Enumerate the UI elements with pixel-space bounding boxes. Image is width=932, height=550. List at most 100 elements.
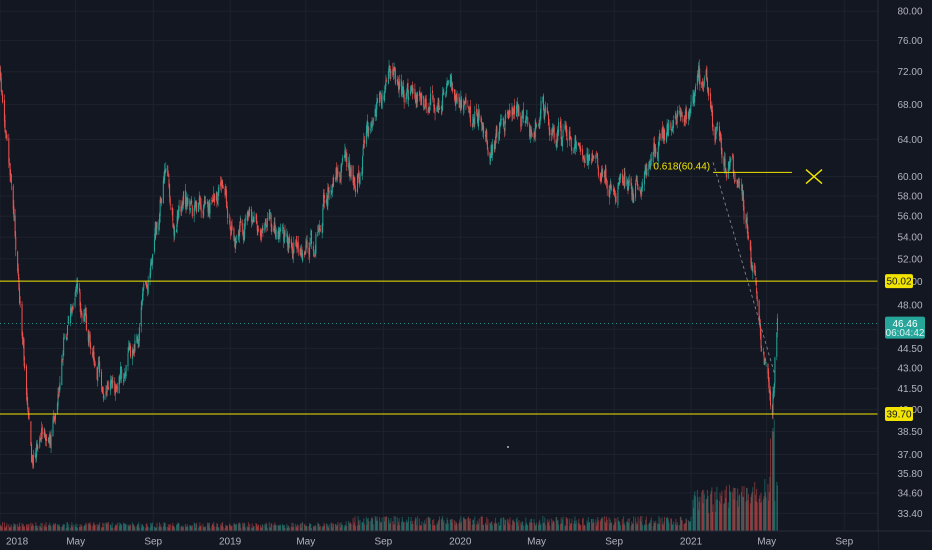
volume-bar	[548, 521, 550, 531]
candle-body	[633, 196, 635, 203]
volume-bar	[45, 522, 47, 531]
volume-bar	[314, 524, 316, 531]
volume-bar	[14, 525, 16, 531]
candle-body	[645, 166, 647, 172]
candle-body	[677, 110, 679, 115]
volume-bar	[83, 526, 85, 531]
volume-bar	[511, 524, 513, 531]
volume-bar	[498, 522, 500, 531]
volume-bar	[761, 501, 763, 531]
price-tick-label: 56.00	[897, 212, 922, 223]
volume-bar	[432, 525, 434, 531]
candle-body	[737, 185, 739, 187]
volume-bar	[59, 526, 61, 531]
volume-bar	[681, 520, 683, 531]
volume-bar	[366, 525, 368, 531]
candle-body	[401, 80, 403, 96]
volume-bar	[639, 519, 641, 531]
volume-bar	[729, 492, 731, 531]
volume-bar	[106, 523, 108, 531]
volume-bar	[679, 517, 681, 531]
candle-body	[105, 391, 107, 396]
volume-bar	[149, 527, 151, 531]
volume-bar	[513, 522, 515, 531]
volume-bar	[465, 519, 467, 531]
volume-bar	[94, 524, 96, 531]
volume-bar	[476, 524, 478, 531]
volume-bar	[467, 516, 469, 531]
candle-body	[256, 215, 258, 224]
candle-body	[703, 77, 705, 85]
volume-bar	[751, 494, 753, 531]
candle-body	[538, 125, 540, 127]
candle-body	[169, 184, 171, 198]
time-tick-label: 2018	[6, 537, 29, 548]
volume-bar	[507, 518, 509, 531]
fib-trend-line[interactable]	[712, 162, 776, 375]
volume-bar	[428, 516, 430, 531]
volume-bar	[266, 523, 268, 531]
candle-body	[529, 124, 531, 137]
x-marker-icon[interactable]	[805, 169, 823, 185]
volume-bar	[204, 527, 206, 531]
candle-body	[209, 202, 211, 214]
volume-bar	[265, 522, 267, 531]
candle-body	[28, 413, 30, 420]
time-axis[interactable]	[0, 531, 878, 550]
candle-body	[443, 92, 445, 95]
candle-body	[517, 102, 519, 113]
volume-bar	[229, 524, 231, 531]
volume-bar	[146, 523, 148, 531]
candle-body	[742, 191, 744, 208]
candle-body	[416, 92, 418, 103]
volume-bar	[683, 523, 685, 531]
volume-bar	[703, 494, 705, 531]
candle-body	[732, 155, 734, 173]
candle-body	[420, 98, 422, 102]
volume-bar	[734, 487, 736, 531]
candle-body	[692, 96, 694, 103]
candle-body	[654, 147, 656, 154]
time-tick-label: Sep	[144, 537, 162, 548]
volume-bar	[547, 523, 549, 531]
volume-bar	[81, 525, 83, 531]
candle-body	[375, 111, 377, 116]
volume-bar	[375, 520, 377, 531]
volume-bar	[346, 525, 348, 531]
volume-bar	[327, 527, 329, 531]
volume-bar	[693, 495, 695, 531]
volume-bar	[640, 521, 642, 531]
volume-bar	[481, 516, 483, 531]
volume-bar	[332, 523, 334, 531]
candle-body	[605, 168, 607, 181]
volume-bar	[473, 524, 475, 531]
candle-body	[363, 139, 365, 149]
candle-body	[392, 68, 394, 75]
candle-body	[655, 148, 657, 155]
candle-body	[747, 226, 749, 239]
volume-bar	[310, 524, 312, 531]
candle-body	[173, 226, 175, 236]
volume-bar	[354, 516, 356, 531]
candle-body	[772, 393, 774, 414]
volume-bar	[125, 523, 127, 531]
volume-bar	[670, 518, 672, 531]
candle-body	[759, 318, 761, 326]
volume-bar	[75, 526, 77, 531]
volume-bar	[103, 523, 105, 531]
candle-body	[181, 202, 183, 211]
volume-bar	[75, 527, 77, 531]
candle-body	[508, 115, 510, 118]
candle-body	[432, 90, 434, 94]
candle-body	[441, 107, 443, 108]
volume-bar	[776, 481, 778, 531]
price-tick-label: 43.00	[897, 364, 922, 375]
volume-bar	[476, 520, 478, 531]
volume-bar	[595, 525, 597, 531]
volume-bar	[350, 522, 352, 531]
candle-body	[114, 388, 116, 395]
volume-bar	[370, 518, 372, 531]
volume-bars	[0, 419, 778, 531]
